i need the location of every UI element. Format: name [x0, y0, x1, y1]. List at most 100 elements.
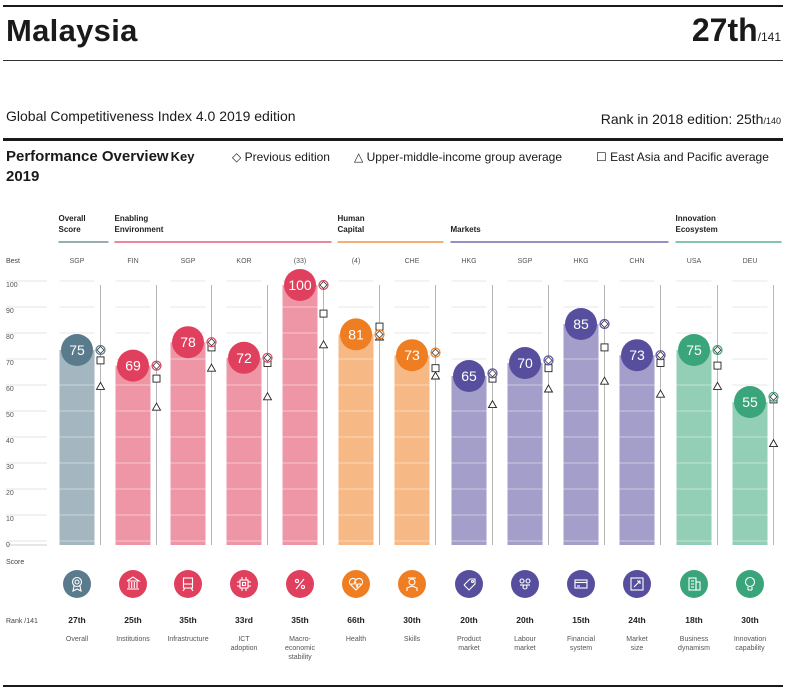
score-circle — [565, 308, 597, 340]
score-value: 72 — [236, 350, 252, 366]
icon-stroke — [182, 587, 186, 592]
rank-value: 66th — [347, 615, 364, 625]
y-tick-label: 40 — [6, 438, 14, 445]
icon-stroke — [71, 576, 83, 588]
institutions-icon-glyph — [126, 576, 141, 590]
best-economy-label: SGP — [70, 258, 85, 265]
y-axis-score-label: Score — [6, 559, 24, 566]
score-value: 100 — [288, 277, 312, 293]
icon-stroke — [294, 578, 300, 584]
legend-upper-middle-label: Upper-middle-income group average — [366, 150, 563, 164]
rank-value: 27th — [68, 615, 85, 625]
group-label: Human — [338, 214, 365, 223]
icon-stroke — [463, 578, 476, 591]
upper-middle-marker — [206, 363, 217, 372]
person-icon — [398, 570, 426, 598]
previous-diamond-marker — [431, 348, 440, 357]
score-circle — [621, 339, 653, 372]
icon-stroke — [633, 580, 641, 588]
y-tick-label: 90 — [6, 308, 14, 315]
overall-rank-of: /141 — [757, 30, 781, 44]
score-circle — [734, 386, 766, 418]
icon-stroke — [744, 576, 756, 588]
previous-diamond-marker — [656, 351, 665, 360]
pillar-name: size — [631, 645, 644, 652]
east-asia-marker — [375, 322, 384, 331]
rank-value: 15th — [572, 615, 589, 625]
diamond-legend-icon: ◇ — [232, 150, 242, 164]
upper-middle-marker — [262, 391, 273, 401]
pillar-name: adoption — [231, 645, 258, 652]
pillar-name: system — [570, 645, 592, 652]
icon-stroke — [190, 587, 194, 592]
icon-stroke — [406, 585, 418, 591]
pillar-name: Business — [680, 636, 709, 643]
institutions-icon — [119, 570, 147, 598]
pillar-name: Labour — [514, 636, 536, 643]
best-economy-label: (4) — [352, 258, 361, 265]
edition-label: Global Competitiveness Index 4.0 2019 ed… — [6, 108, 296, 124]
icon-stroke — [525, 578, 531, 584]
expand-icon-glyph — [630, 577, 644, 591]
y-tick-label: 0 — [6, 542, 10, 549]
score-value: 81 — [348, 326, 364, 342]
east-asia-marker — [431, 364, 440, 373]
y-tick-label: 30 — [6, 464, 14, 471]
icon-stroke — [351, 579, 361, 589]
tag-icon — [455, 570, 483, 598]
score-bar — [619, 355, 655, 545]
upper-middle-marker — [95, 381, 106, 390]
rank-value: 30th — [403, 615, 420, 625]
legend-east-asia: ☐ East Asia and Pacific average — [596, 150, 769, 164]
pillar-name: Innovation — [734, 636, 766, 643]
upper-middle-marker — [318, 339, 329, 349]
icon-stroke — [72, 585, 82, 592]
rank-value: 18th — [685, 615, 702, 625]
group-label: Overall — [59, 214, 86, 223]
previous-diamond-marker — [600, 319, 609, 329]
best-economy-label: DEU — [743, 258, 758, 265]
score-bar — [170, 342, 206, 545]
previous-diamond-marker — [769, 392, 778, 401]
rank-value: 20th — [516, 615, 533, 625]
pillar-name: Market — [626, 636, 647, 643]
icon-stroke — [239, 579, 249, 589]
pillar-name: economic — [285, 645, 315, 652]
east-asia-marker — [544, 364, 553, 373]
upper-middle-marker — [712, 381, 723, 390]
previous-diamond-marker — [152, 361, 161, 370]
group-label: Ecosystem — [676, 225, 718, 234]
rank-value: 25th — [124, 615, 141, 625]
icon-stroke — [295, 578, 305, 590]
rank-value: 35th — [179, 615, 196, 625]
y-tick-label: 80 — [6, 334, 14, 341]
score-circle — [509, 347, 541, 379]
rank-value: 33rd — [235, 615, 253, 625]
east-asia-marker — [713, 361, 722, 370]
y-tick-label: 70 — [6, 360, 14, 367]
pillar-name: Institutions — [116, 636, 150, 643]
icon-stroke — [637, 580, 641, 584]
score-bar — [226, 357, 262, 545]
east-asia-marker — [96, 356, 105, 365]
pillar-name: stability — [288, 654, 312, 661]
y-tick-label: 50 — [6, 412, 14, 419]
previous-diamond-marker — [488, 369, 497, 378]
upper-middle-marker — [768, 438, 779, 448]
pillar-name: ICT — [238, 636, 250, 643]
previous-diamond-marker — [544, 356, 553, 365]
east-asia-marker — [319, 309, 328, 318]
pillar-name: market — [458, 645, 479, 652]
people-icon — [511, 570, 539, 598]
icon-stroke — [695, 581, 701, 591]
legend-upper-middle: △ Upper-middle-income group average — [354, 150, 562, 164]
rank-2018: Rank in 2018 edition: 25th/140 — [601, 111, 781, 127]
top-rule — [3, 5, 783, 7]
tag-icon-glyph — [463, 578, 476, 591]
overall-rank: 27th/141 — [692, 12, 781, 49]
chip-icon — [230, 570, 258, 598]
score-bar — [59, 350, 95, 545]
upper-middle-marker — [655, 389, 666, 398]
icon-stroke — [630, 577, 644, 591]
